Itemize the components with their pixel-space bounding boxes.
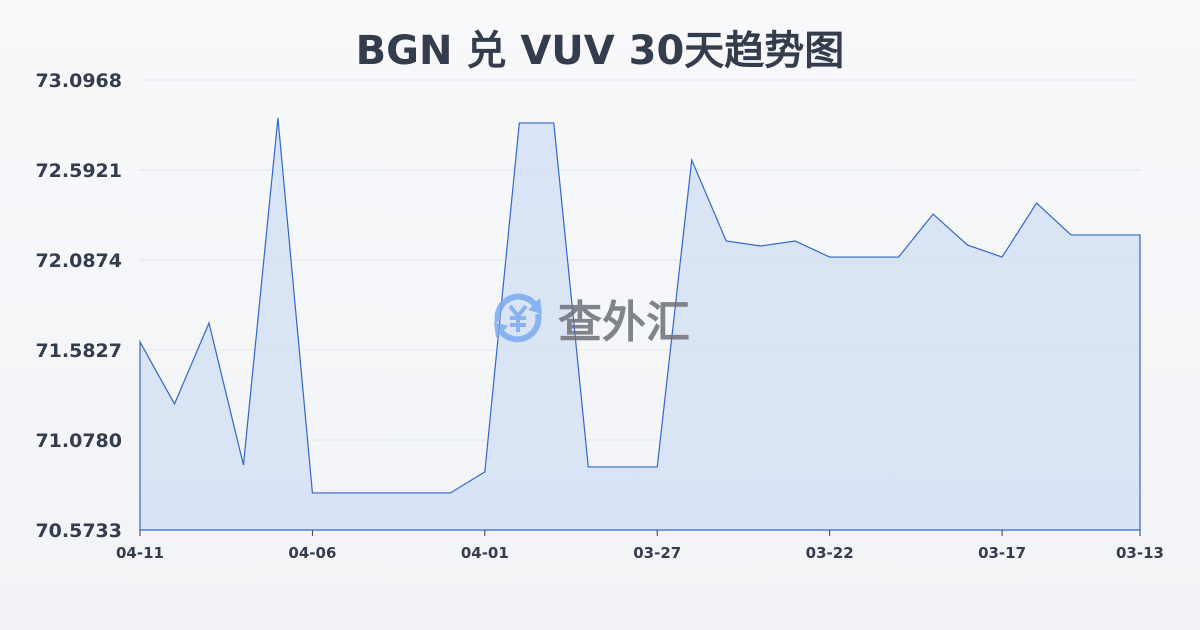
watermark: 查外汇 xyxy=(488,286,690,350)
y-tick-label: 70.5733 xyxy=(35,520,122,542)
y-tick-label: 72.5921 xyxy=(35,160,122,182)
x-tick-label: 03-22 xyxy=(806,544,854,562)
y-tick-label: 71.0780 xyxy=(35,430,122,452)
watermark-text: 查外汇 xyxy=(558,297,690,348)
x-tick-label: 03-13 xyxy=(1116,544,1164,562)
y-tick-label: 72.0874 xyxy=(35,250,122,272)
y-tick-label: 73.0968 xyxy=(35,70,122,92)
x-tick-label: 04-06 xyxy=(288,544,336,562)
y-tick-label: 71.5827 xyxy=(35,340,122,362)
chart-title: BGN 兑 VUV 30天趋势图 xyxy=(355,28,845,74)
x-tick-label: 04-11 xyxy=(116,544,164,562)
x-tick-label: 03-27 xyxy=(633,544,681,562)
yen-exchange-icon xyxy=(494,293,542,343)
x-tick-label: 03-17 xyxy=(978,544,1026,562)
x-tick-label: 04-01 xyxy=(461,544,509,562)
